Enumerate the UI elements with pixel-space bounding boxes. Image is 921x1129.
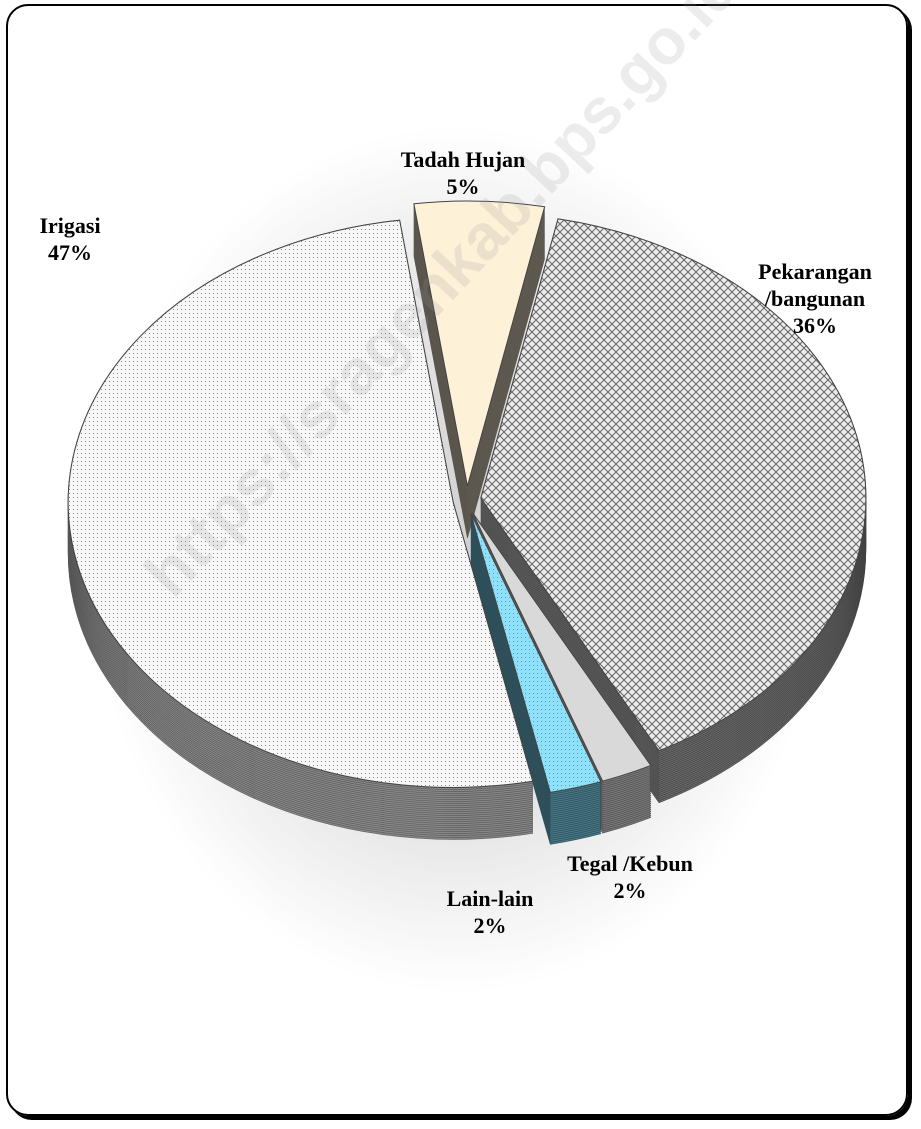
category-label: Irigasi <box>39 213 101 238</box>
slice-label: Tegal /Kebun 2% <box>530 850 730 904</box>
slice <box>470 513 602 845</box>
slice-top <box>472 512 652 782</box>
slice-pattern <box>480 218 867 752</box>
slice-label: Pekarangan /bangunan 36% <box>740 258 890 339</box>
slice <box>413 200 546 539</box>
category-label: Pekarangan /bangunan <box>758 259 872 311</box>
slice-pattern <box>67 219 534 788</box>
slice-label: Irigasi 47% <box>10 212 130 266</box>
value-label: 2% <box>613 878 647 903</box>
category-label: Tegal /Kebun <box>567 851 693 876</box>
value-label: 2% <box>473 913 507 938</box>
value-label: 47% <box>48 240 92 265</box>
slice-label: Tadah Hujan 5% <box>363 146 563 200</box>
value-label: 36% <box>793 313 837 338</box>
value-label: 5% <box>446 174 480 199</box>
category-label: Tadah Hujan <box>400 147 526 172</box>
slice-label: Lain-lain 2% <box>390 885 590 939</box>
slice <box>67 219 534 840</box>
slice-pattern <box>470 513 602 793</box>
category-label: Lain-lain <box>446 886 534 911</box>
slice-top <box>413 200 546 487</box>
